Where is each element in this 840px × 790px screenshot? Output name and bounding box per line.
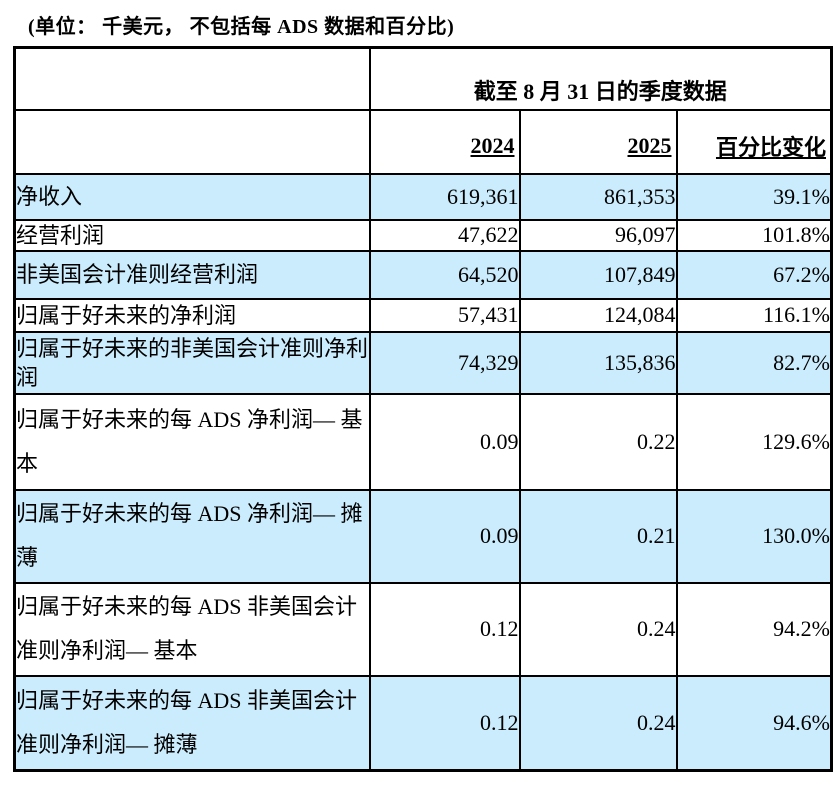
row-label: 归属于好未来的非美国会计准则净利润 (13, 330, 371, 395)
value-2025: 124,084 (518, 297, 678, 333)
column-header-2025: 2025 (518, 108, 678, 175)
value-2024: 0.09 (368, 392, 521, 491)
column-header-2024-label: 2024 (470, 132, 515, 158)
corner-empty-cell (13, 46, 371, 111)
value-change: 130.0% (675, 488, 833, 584)
column-header-row: 2024 2025 百分比变化 (13, 108, 833, 175)
value-change: 129.6% (675, 392, 833, 491)
value-change: 67.2% (675, 249, 833, 300)
value-2024: 47,622 (368, 218, 521, 252)
value-change: 116.1% (675, 297, 833, 333)
value-2025: 96,097 (518, 218, 678, 252)
value-change: 94.6% (675, 674, 833, 772)
period-header-cell: 截至 8 月 31 日的季度数据 (368, 46, 833, 111)
value-change: 94.2% (675, 581, 833, 677)
table-row-non-gaap-eps-basic: 归属于好未来的每 ADS 非美国会计准则净利润— 基本 0.12 0.24 94… (13, 581, 833, 677)
row-label: 归属于好未来的每 ADS 非美国会计准则净利润— 摊薄 (13, 674, 371, 772)
row-label: 经营利润 (13, 218, 371, 252)
empty-header-cell (13, 108, 371, 175)
row-label: 归属于好未来的每 ADS 净利润— 摊薄 (13, 488, 371, 584)
value-2024: 74,329 (368, 330, 521, 395)
value-2024: 619,361 (368, 172, 521, 221)
column-header-change: 百分比变化 (675, 108, 833, 175)
value-2024: 0.09 (368, 488, 521, 584)
value-2024: 0.12 (368, 674, 521, 772)
value-2024: 64,520 (368, 249, 521, 300)
table-row-non-gaap-operating-income: 非美国会计准则经营利润 64,520 107,849 67.2% (13, 249, 833, 300)
period-header-row: 截至 8 月 31 日的季度数据 (13, 46, 833, 111)
value-2025: 135,836 (518, 330, 678, 395)
value-2025: 0.24 (518, 674, 678, 772)
value-change: 82.7% (675, 330, 833, 395)
table-row-eps-basic: 归属于好未来的每 ADS 净利润— 基本 0.09 0.22 129.6% (13, 392, 833, 491)
row-label: 归属于好未来的每 ADS 净利润— 基本 (13, 392, 371, 491)
value-change: 39.1% (675, 172, 833, 221)
value-2024: 0.12 (368, 581, 521, 677)
value-2025: 107,849 (518, 249, 678, 300)
table-row-operating-income: 经营利润 47,622 96,097 101.8% (13, 218, 833, 252)
value-2025: 0.24 (518, 581, 678, 677)
row-label: 归属于好未来的净利润 (13, 297, 371, 333)
value-2025: 0.21 (518, 488, 678, 584)
row-label: 净收入 (13, 172, 371, 221)
value-2025: 861,353 (518, 172, 678, 221)
table-row-non-gaap-net-income: 归属于好未来的非美国会计准则净利润 74,329 135,836 82.7% (13, 330, 833, 395)
column-header-2024: 2024 (368, 108, 521, 175)
units-note: (单位： 千美元， 不包括每 ADS 数据和百分比) (28, 16, 455, 38)
column-header-change-label: 百分比变化 (715, 134, 826, 160)
table-row-eps-diluted: 归属于好未来的每 ADS 净利润— 摊薄 0.09 0.21 130.0% (13, 488, 833, 584)
table-row-net-income: 归属于好未来的净利润 57,431 124,084 116.1% (13, 297, 833, 333)
row-label: 非美国会计准则经营利润 (13, 249, 371, 300)
column-header-2025-label: 2025 (627, 132, 672, 158)
value-change: 101.8% (675, 218, 833, 252)
value-2025: 0.22 (518, 392, 678, 491)
table-row-net-revenues: 净收入 619,361 861,353 39.1% (13, 172, 833, 221)
value-2024: 57,431 (368, 297, 521, 333)
row-label: 归属于好未来的每 ADS 非美国会计准则净利润— 基本 (13, 581, 371, 677)
table-row-non-gaap-eps-diluted: 归属于好未来的每 ADS 非美国会计准则净利润— 摊薄 0.12 0.24 94… (13, 674, 833, 772)
quarterly-results-table: 截至 8 月 31 日的季度数据 2024 2025 百分比变化 净收入 619… (13, 46, 833, 773)
